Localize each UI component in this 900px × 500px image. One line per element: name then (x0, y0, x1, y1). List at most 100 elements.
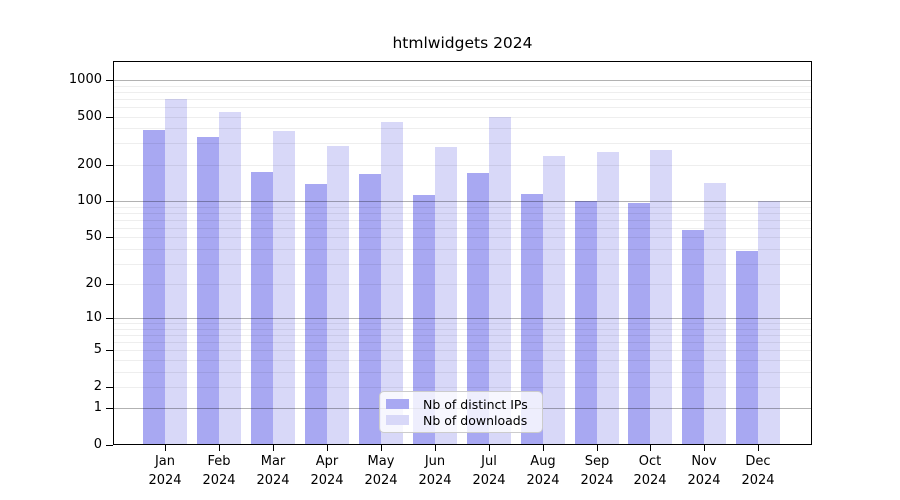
x-axis-tick (597, 445, 598, 451)
bar-downloads (434, 147, 457, 445)
x-axis-tick (327, 445, 328, 451)
gridline-major (114, 80, 811, 81)
x-axis-tick (489, 445, 490, 451)
bar-distinct-ips (574, 201, 597, 445)
legend-item-downloads: Nb of downloads (386, 412, 536, 428)
gridline-minor (114, 220, 811, 221)
gridline-minor (114, 342, 811, 343)
x-axis-tick-label: May 2024 (364, 454, 398, 488)
legend-label-distinct-ips: Nb of distinct IPs (423, 396, 528, 412)
bar-distinct-ips (196, 136, 219, 445)
y-axis-tick (106, 387, 113, 388)
gridline-minor (114, 237, 811, 238)
x-axis-tick-label: Apr 2024 (310, 454, 344, 488)
gridline-minor (114, 372, 811, 373)
gridline-minor (114, 117, 811, 118)
gridline-minor (114, 128, 811, 129)
y-axis-tick-label: 50 (85, 229, 102, 244)
bar-downloads (326, 146, 349, 445)
bar-downloads (704, 182, 727, 445)
y-axis-tick (106, 318, 113, 319)
gridline-minor (114, 360, 811, 361)
legend-label-downloads: Nb of downloads (423, 412, 528, 428)
legend-swatch-distinct-ips (386, 399, 409, 409)
bar-distinct-ips (143, 129, 165, 445)
y-axis-tick (106, 165, 113, 166)
y-axis-tick (106, 284, 113, 285)
gridline-minor (114, 86, 811, 87)
legend-item-distinct-ips: Nb of distinct IPs (386, 396, 536, 412)
y-axis-tick (106, 445, 113, 446)
legend-swatch-downloads (386, 415, 409, 425)
gridline-minor (114, 335, 811, 336)
x-axis-tick (758, 445, 759, 451)
bar-distinct-ips (358, 173, 381, 445)
x-axis-tick (704, 445, 705, 451)
bar-downloads (272, 131, 295, 445)
x-axis-tick-label: Jun 2024 (418, 454, 452, 488)
bar-downloads (758, 200, 781, 445)
y-axis-tick-label: 5 (93, 342, 102, 357)
bar-downloads (542, 156, 565, 445)
x-axis-tick (219, 445, 220, 451)
gridline-major (114, 201, 811, 202)
bar-distinct-ips (412, 194, 435, 445)
gridline-minor (114, 165, 811, 166)
y-axis-tick-label: 1 (93, 400, 102, 415)
bar-distinct-ips (628, 203, 651, 445)
gridline-minor (114, 350, 811, 351)
bar-downloads (650, 150, 673, 445)
gridline-minor (114, 387, 811, 388)
x-axis-tick (273, 445, 274, 451)
gridline-minor (114, 207, 811, 208)
y-axis-tick (106, 80, 113, 81)
chart-title: htmlwidgets 2024 (392, 34, 533, 52)
x-axis-tick-label: Mar 2024 (256, 454, 290, 488)
x-axis-tick-label: Oct 2024 (633, 454, 667, 488)
x-axis-tick-label: Dec 2024 (741, 454, 775, 488)
gridline-minor (114, 329, 811, 330)
bar-downloads (218, 111, 241, 445)
gridline-minor (114, 323, 811, 324)
gridline-minor (114, 284, 811, 285)
y-axis-tick-label: 20 (85, 276, 102, 291)
x-axis-tick (381, 445, 382, 451)
bar-distinct-ips (304, 183, 327, 445)
bar-distinct-ips (520, 193, 543, 445)
x-axis-tick (650, 445, 651, 451)
x-axis-tick-label: Nov 2024 (687, 454, 721, 488)
gridline-minor (114, 264, 811, 265)
x-axis-tick-label: Feb 2024 (202, 454, 236, 488)
bar-distinct-ips (250, 171, 273, 445)
bar-downloads (488, 116, 511, 445)
y-axis-tick (106, 237, 113, 238)
gridline-minor (114, 213, 811, 214)
bar-distinct-ips (466, 173, 489, 445)
legend: Nb of distinct IPs Nb of downloads (379, 391, 543, 433)
bar-distinct-ips (736, 251, 759, 445)
gridline-minor (114, 99, 811, 100)
bar-distinct-ips (682, 230, 705, 445)
y-axis-tick (106, 350, 113, 351)
y-axis-tick-label: 200 (77, 157, 102, 172)
x-axis-tick (165, 445, 166, 451)
x-axis-tick-label: Sep 2024 (580, 454, 614, 488)
y-axis-tick-label: 100 (77, 193, 102, 208)
y-axis-tick (106, 408, 113, 409)
y-axis-tick-label: 10 (85, 310, 102, 325)
bar-downloads (596, 152, 619, 445)
y-axis-tick-label: 2 (93, 379, 102, 394)
x-axis-tick (435, 445, 436, 451)
y-axis-tick (106, 201, 113, 202)
gridline-minor (114, 107, 811, 108)
y-axis-tick-label: 500 (77, 109, 102, 124)
x-axis-tick-label: Aug 2024 (526, 454, 560, 488)
bar-downloads (165, 98, 187, 445)
x-axis-tick-label: Jan 2024 (148, 454, 182, 488)
gridline-minor (114, 143, 811, 144)
gridline-minor (114, 228, 811, 229)
y-axis-tick-label: 1000 (68, 72, 102, 87)
gridline-major (114, 318, 811, 319)
